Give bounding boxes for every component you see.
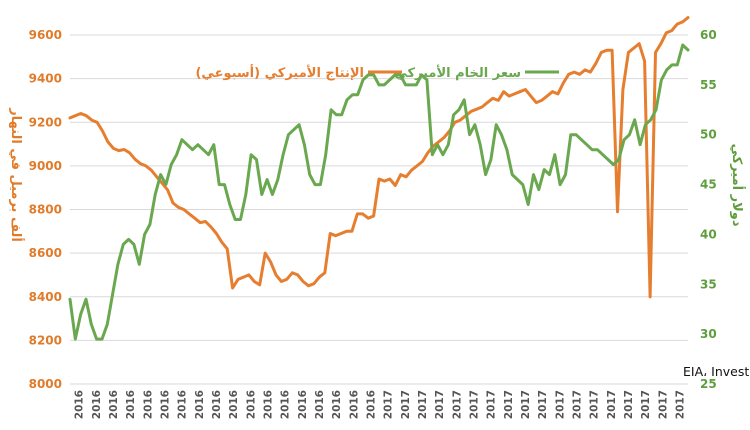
- x-tick-label: 2017: [468, 390, 480, 419]
- series-line-1: [68, 43, 690, 341]
- x-tick-label: 2017: [383, 390, 395, 419]
- x-tick-label: 2017: [451, 390, 463, 419]
- x-tick-label: 2017: [486, 390, 498, 419]
- grid-lines: [70, 34, 688, 385]
- x-tick-label: 2016: [280, 390, 292, 419]
- x-tick-label: 2016: [194, 390, 206, 419]
- x-tick-label: 2017: [640, 390, 652, 419]
- right-tick-label: 40: [700, 227, 717, 241]
- x-tick-label: 2017: [400, 390, 412, 419]
- x-tick-label: 2016: [228, 390, 240, 419]
- x-tick-label: 2016: [262, 390, 274, 419]
- x-tick-label: 2017: [554, 390, 566, 419]
- right-tick-label: 30: [700, 327, 717, 341]
- left-tick-label: 9400: [29, 72, 62, 86]
- x-tick-label: 2016: [142, 390, 154, 419]
- x-tick-label: 2016: [211, 390, 223, 419]
- x-tick-label: 2016: [177, 390, 189, 419]
- right-axis-ticks: 25 30 35 40 45 50 55 60: [700, 28, 717, 391]
- x-tick-label: 2017: [606, 390, 618, 419]
- legend-label-production: الإنتاج الأميركي (أسبوعي): [195, 64, 364, 81]
- x-tick-label: 2016: [125, 390, 137, 419]
- right-tick-label: 25: [700, 377, 717, 391]
- left-tick-label: 8800: [29, 203, 62, 217]
- x-tick-label: 2016: [91, 390, 103, 419]
- x-tick-label: 2017: [537, 390, 549, 419]
- x-tick-label: 2017: [589, 390, 601, 419]
- left-axis-title: ألف برميل في النهار: [8, 107, 25, 242]
- x-tick-label: 2017: [571, 390, 583, 419]
- x-tick-label: 2017: [657, 390, 669, 419]
- right-tick-label: 55: [700, 78, 717, 92]
- left-tick-label: 8000: [29, 377, 62, 391]
- left-axis-ticks: 8000 8200 8400 8600 8800 9000 9200 9400 9600: [29, 28, 62, 391]
- x-tick-label: 2016: [297, 390, 309, 419]
- x-tick-label: 2016: [314, 390, 326, 419]
- left-tick-label: 8400: [29, 290, 62, 304]
- x-axis-ticks: 2016 2016 2016 2016 2016 2016 2016 2016 2016 2016…: [74, 390, 687, 419]
- series-line-0: [68, 16, 690, 299]
- x-tick-label: 2016: [331, 390, 343, 419]
- x-tick-label: 2017: [623, 390, 635, 419]
- right-tick-label: 45: [700, 178, 717, 192]
- x-tick-label: 2016: [159, 390, 171, 419]
- right-tick-label: 50: [700, 128, 717, 142]
- legend-label-price: سعر الخام الأميركي: [394, 64, 521, 81]
- x-tick-label: 2017: [434, 390, 446, 419]
- left-tick-label: 9000: [29, 159, 62, 173]
- left-tick-label: 8200: [29, 333, 62, 347]
- x-tick-label: 2017: [520, 390, 532, 419]
- x-tick-label: 2016: [348, 390, 360, 419]
- left-tick-label: 9600: [29, 28, 62, 42]
- x-tick-label: 2016: [108, 390, 120, 419]
- x-tick-label: 2017: [674, 390, 686, 419]
- left-tick-label: 8600: [29, 246, 62, 260]
- source-note: بروفسور جاسم عجاقة | المصدر: EIA، Invest…: [683, 364, 750, 380]
- x-tick-label: 2016: [365, 390, 377, 419]
- left-tick-label: 9200: [29, 115, 62, 129]
- right-tick-label: 60: [700, 28, 717, 42]
- x-tick-label: 2017: [503, 390, 515, 419]
- legend: الإنتاج الأميركي (أسبوعي) سعر الخام الأم…: [195, 64, 559, 81]
- right-axis-title: دولار أميركي: [729, 143, 746, 226]
- x-tick-label: 2016: [74, 390, 86, 419]
- series-lines: [68, 16, 690, 341]
- x-tick-label: 2016: [245, 390, 257, 419]
- x-tick-label: 2017: [417, 390, 429, 419]
- right-tick-label: 35: [700, 277, 717, 291]
